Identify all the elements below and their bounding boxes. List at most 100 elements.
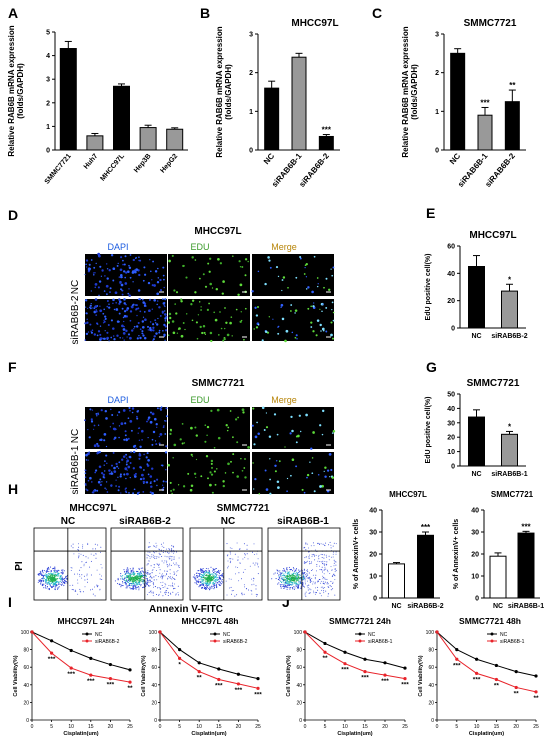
cell-nucleus bbox=[125, 438, 128, 440]
cell-event bbox=[292, 573, 294, 575]
cell-event bbox=[120, 578, 122, 580]
cell-event bbox=[215, 582, 217, 584]
cell-event bbox=[230, 560, 232, 562]
cell-event bbox=[153, 554, 155, 556]
flow-cond-2: siRAB6B-2 bbox=[119, 516, 171, 527]
cell-event bbox=[201, 586, 204, 588]
cell-event bbox=[308, 592, 310, 594]
cell-nucleus bbox=[165, 445, 168, 448]
cell-event bbox=[199, 576, 201, 578]
cell-event bbox=[198, 570, 200, 572]
legend-swatch-marker bbox=[213, 632, 217, 636]
cell-nucleus bbox=[321, 433, 324, 436]
cell-nucleus bbox=[151, 308, 154, 310]
y-tick-label: 10 bbox=[369, 574, 377, 581]
cell-nucleus bbox=[204, 285, 208, 288]
cell-event bbox=[92, 548, 94, 550]
cell-nucleus bbox=[90, 418, 93, 421]
cell-event bbox=[335, 564, 337, 566]
cell-event bbox=[151, 580, 153, 583]
cell-event bbox=[52, 576, 54, 578]
cell-nucleus bbox=[306, 473, 310, 477]
cell-event bbox=[79, 573, 80, 575]
cell-event bbox=[289, 583, 291, 585]
cell-nucleus bbox=[85, 453, 88, 457]
cell-event bbox=[317, 589, 319, 591]
cell-event bbox=[54, 572, 56, 574]
flow-xlabel: Annexin V-FITC bbox=[149, 604, 223, 615]
cell-event bbox=[61, 584, 63, 586]
cell-nucleus bbox=[104, 275, 106, 277]
cell-nucleus bbox=[207, 262, 210, 265]
cell-event bbox=[48, 577, 50, 580]
cell-event bbox=[193, 577, 196, 579]
cell-event bbox=[290, 582, 292, 584]
cell-event bbox=[237, 567, 239, 568]
cell-event bbox=[161, 585, 163, 586]
cell-event bbox=[169, 549, 171, 551]
cell-nucleus bbox=[173, 443, 177, 447]
cell-event bbox=[149, 585, 151, 586]
cell-event bbox=[232, 558, 234, 560]
bar-chart-b: 0123NCsiRAB6B-1***siRAB6B-2MHCC97LRelati… bbox=[215, 18, 340, 189]
cell-event bbox=[313, 592, 315, 594]
cell-event bbox=[120, 575, 122, 577]
cell-nucleus bbox=[147, 281, 151, 285]
cell-event bbox=[131, 578, 133, 580]
flow-dot-plot bbox=[33, 527, 107, 601]
cell-event bbox=[133, 570, 135, 573]
cell-event bbox=[294, 582, 296, 584]
cell-nucleus bbox=[129, 254, 132, 256]
cell-event bbox=[317, 560, 319, 562]
cell-event bbox=[200, 571, 203, 573]
cell-nucleus bbox=[152, 430, 156, 434]
cell-event bbox=[77, 582, 79, 584]
cell-nucleus bbox=[114, 291, 118, 295]
cell-event bbox=[206, 588, 208, 590]
cell-event bbox=[295, 582, 298, 585]
cell-event bbox=[81, 561, 83, 563]
cell-nucleus bbox=[93, 274, 95, 276]
cell-event bbox=[280, 575, 282, 577]
cell-event bbox=[42, 572, 44, 574]
cell-nucleus bbox=[100, 275, 103, 277]
cell-nucleus bbox=[183, 442, 186, 444]
cell-event bbox=[150, 592, 152, 594]
cell-nucleus bbox=[286, 477, 289, 480]
cell-event bbox=[156, 579, 158, 581]
y-tick-label: 0 bbox=[154, 718, 157, 724]
y-tick-label: 1 bbox=[249, 109, 253, 116]
cell-nucleus bbox=[91, 329, 94, 331]
cell-event bbox=[315, 591, 317, 593]
cell-event bbox=[42, 580, 44, 583]
cell-event bbox=[137, 586, 139, 588]
cell-nucleus bbox=[211, 466, 213, 469]
cell-event bbox=[43, 583, 45, 585]
cell-event bbox=[140, 585, 142, 587]
cell-event bbox=[330, 547, 332, 549]
cell-event bbox=[126, 572, 128, 574]
cell-event bbox=[137, 577, 139, 579]
micrograph-background bbox=[168, 299, 250, 341]
cell-event bbox=[334, 575, 336, 577]
data-point bbox=[475, 657, 479, 661]
y-tick-label: 1 bbox=[435, 109, 439, 116]
data-point bbox=[50, 651, 54, 655]
cell-event bbox=[218, 582, 220, 584]
cell-nucleus bbox=[118, 461, 121, 464]
cell-nucleus bbox=[126, 336, 128, 338]
cell-nucleus bbox=[118, 425, 121, 427]
cell-event bbox=[137, 579, 139, 581]
cell-event bbox=[309, 578, 311, 580]
cell-event bbox=[246, 544, 248, 546]
cell-event bbox=[141, 576, 143, 578]
cell-event bbox=[217, 571, 219, 573]
cell-nucleus bbox=[144, 273, 147, 276]
cell-nucleus bbox=[251, 290, 254, 293]
cell-event bbox=[82, 547, 84, 549]
category-label: Huh7 bbox=[83, 153, 100, 171]
cell-event bbox=[323, 569, 325, 571]
cell-event bbox=[290, 580, 292, 582]
cell-event bbox=[294, 578, 296, 581]
x-axis-label: Cisplatin(um) bbox=[63, 731, 98, 737]
